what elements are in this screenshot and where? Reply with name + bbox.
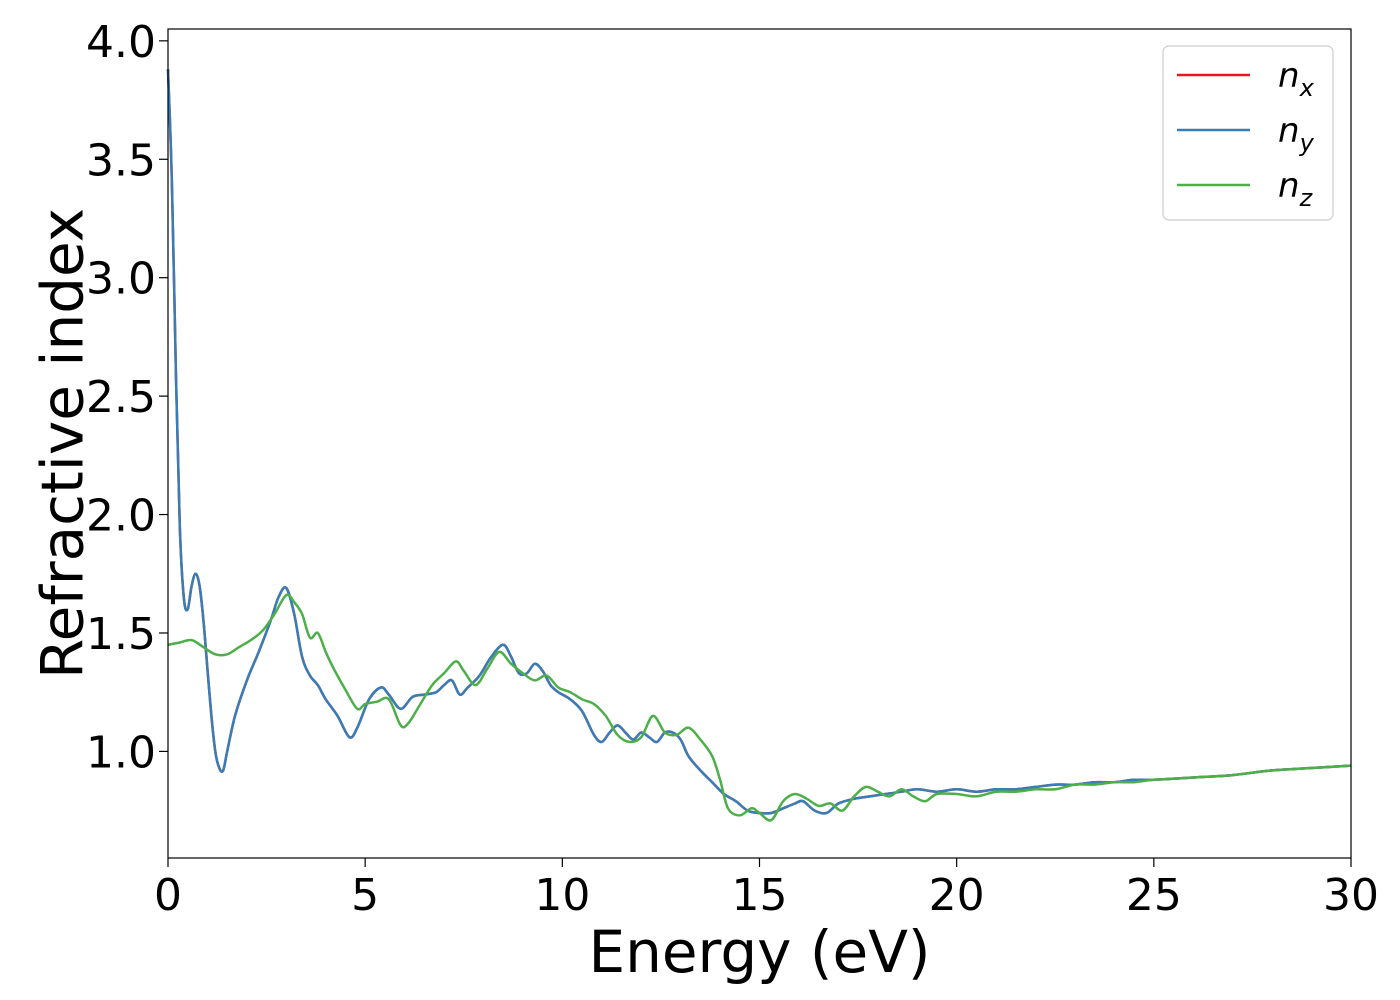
x-axis-label: Energy (eV) — [588, 918, 930, 986]
series-line-nz — [167, 593, 1352, 822]
series-line-ny — [166, 69, 1352, 815]
x-tick-label: 10 — [534, 870, 590, 921]
y-tick-label: 2.0 — [86, 491, 156, 542]
legend-label-subscript: z — [1299, 184, 1314, 212]
y-tick-label: 3.5 — [86, 135, 156, 186]
y-tick-label: 4.0 — [86, 17, 156, 68]
x-tick-label: 0 — [154, 870, 182, 921]
legend-label-base: n — [1278, 56, 1300, 96]
series-layer — [166, 69, 1352, 822]
legend-label-nz: nz — [1278, 166, 1314, 212]
legend-label-subscript: y — [1299, 129, 1315, 157]
y-axis: 1.0 1.5 2.0 2.5 3.0 3.5 4.0 — [86, 17, 168, 778]
x-tick-label: 20 — [929, 870, 985, 921]
y-tick-label: 2.5 — [86, 372, 156, 423]
y-tick-label: 3.0 — [86, 254, 156, 305]
legend-label-base: n — [1278, 166, 1300, 206]
legend-label-subscript: x — [1299, 74, 1315, 102]
legend-label-ny: ny — [1278, 111, 1315, 157]
x-tick-label: 30 — [1323, 870, 1379, 921]
y-tick-label: 1.5 — [86, 609, 156, 660]
x-tick-label: 25 — [1126, 870, 1182, 921]
legend-box — [1162, 45, 1334, 221]
legend-label-base: n — [1278, 111, 1300, 151]
y-tick-label: 1.0 — [86, 727, 156, 778]
legend-label-nx: nx — [1278, 56, 1315, 102]
y-axis-label: Refractive index — [28, 208, 96, 679]
x-axis: 0 5 10 15 20 25 30 — [154, 858, 1379, 921]
x-tick-label: 5 — [351, 870, 379, 921]
x-tick-label: 15 — [732, 870, 788, 921]
